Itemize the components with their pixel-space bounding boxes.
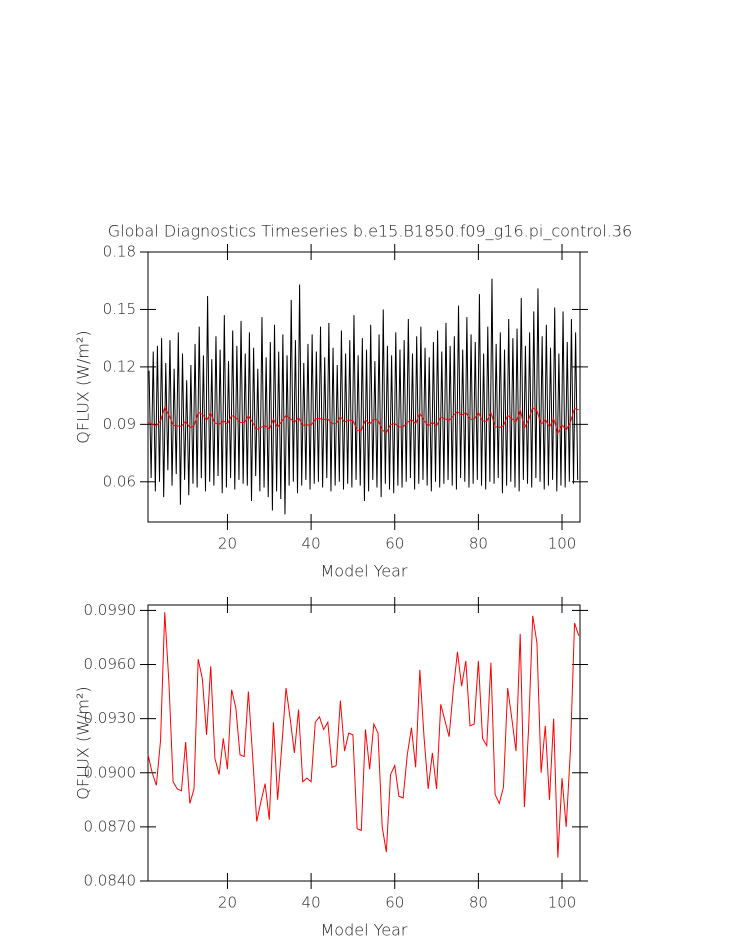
x-tick-label: 40 <box>302 535 321 553</box>
x-tick-label: 80 <box>469 894 488 912</box>
y-tick-label: 0.0930 <box>84 709 137 727</box>
y-axis-label: QFLUX (W/m²) <box>74 686 93 799</box>
y-tick-label: 0.0870 <box>84 817 137 835</box>
x-tick-label: 40 <box>302 894 321 912</box>
y-tick-label: 0.15 <box>103 300 136 318</box>
y-tick-label: 0.09 <box>103 415 136 433</box>
plot-frame <box>147 251 581 523</box>
chart-title: Global Diagnostics Timeseries b.e15.B185… <box>108 222 632 241</box>
y-tick-label: 0.12 <box>103 357 136 375</box>
data-line <box>148 278 579 515</box>
x-tick-label: 80 <box>469 535 488 553</box>
y-tick-label: 0.0960 <box>84 655 137 673</box>
y-tick-label: 0.0900 <box>84 763 137 781</box>
x-axis-label: Model Year <box>321 921 408 940</box>
x-tick-label: 20 <box>218 894 237 912</box>
y-axis-label: QFLUX (W/m²) <box>74 330 93 443</box>
data-line <box>147 406 579 435</box>
x-tick-label: 60 <box>385 894 404 912</box>
x-tick-label: 100 <box>548 894 577 912</box>
y-tick-label: 0.06 <box>103 472 136 490</box>
plot-frame <box>147 604 581 882</box>
y-tick-label: 0.18 <box>103 243 136 261</box>
x-tick-label: 100 <box>548 535 577 553</box>
y-tick-label: 0.0840 <box>84 872 137 890</box>
data-line <box>147 612 580 858</box>
x-tick-label: 60 <box>385 535 404 553</box>
x-tick-label: 20 <box>218 535 237 553</box>
y-tick-label: 0.0990 <box>84 601 137 619</box>
x-axis-label: Model Year <box>321 562 408 581</box>
